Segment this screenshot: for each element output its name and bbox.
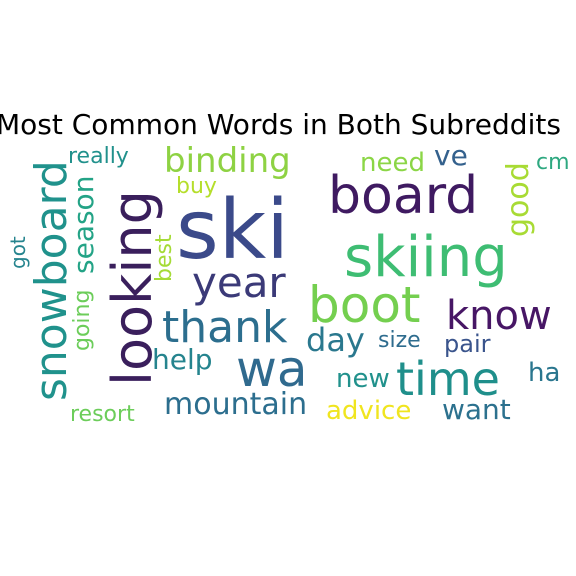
word-ski: ski (176, 183, 289, 278)
word-ve: ve (434, 139, 468, 172)
word-mountain: mountain (164, 387, 308, 422)
word-time: time (396, 352, 500, 406)
word-binding: binding (164, 141, 291, 181)
word-season: season (67, 175, 100, 274)
word-boot: boot (308, 276, 421, 334)
word-know: know (446, 293, 552, 339)
word-wa: wa (236, 340, 308, 398)
word-board: board (328, 166, 479, 226)
word-pair: pair (444, 330, 491, 358)
word-need: need (360, 148, 425, 178)
word-skiing: skiing (344, 225, 508, 290)
word-best: best (152, 234, 177, 282)
word-going: going (70, 289, 95, 351)
figure-title: Most Common Words in Both Subreddits (0, 108, 561, 141)
word-want: want (442, 393, 511, 426)
word-buy: buy (176, 174, 217, 199)
word-ha: ha (528, 358, 561, 388)
word-size: size (378, 328, 421, 353)
word-really: really (68, 144, 129, 169)
word-resort: resort (70, 402, 135, 427)
word-day: day (306, 321, 365, 359)
word-year: year (192, 258, 286, 307)
word-advice: advice (326, 396, 412, 426)
word-new: new (336, 364, 390, 394)
word-good: good (501, 162, 536, 237)
word-cm: cm (536, 150, 570, 175)
word-thank: thank (162, 302, 288, 353)
word-help: help (152, 343, 213, 376)
word-got: got (6, 236, 30, 269)
